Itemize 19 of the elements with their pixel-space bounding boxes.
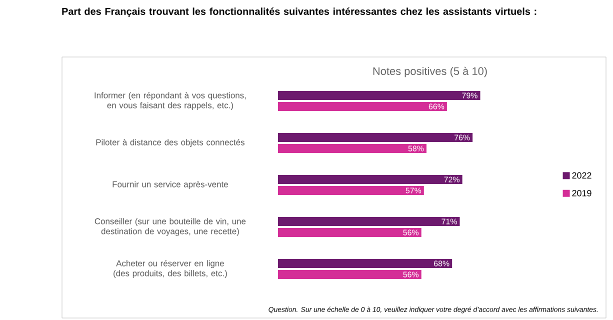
bar (278, 217, 460, 226)
bar (278, 102, 447, 112)
bar (278, 133, 473, 142)
bar (278, 186, 424, 196)
bar (278, 91, 480, 100)
y-tick-label: Fournir un service après-vente (112, 181, 228, 189)
y-tick-label: Conseiller (sur une bouteille de vin, une destination de voyages, une recette) (94, 218, 246, 236)
bar (278, 144, 426, 154)
y-tick-label: Informer (en répondant à vos questions, en vous faisant des rappels, etc.) (94, 92, 246, 110)
y-tick-label: Acheter ou réserver en ligne (des produits, des billets, etc.) (114, 260, 227, 278)
legend-label: 2022 (572, 172, 592, 179)
bar (278, 175, 462, 184)
bar (278, 228, 422, 238)
bar (278, 259, 452, 268)
chart-subtitle: Notes positives (5 à 10) (373, 66, 487, 78)
legend-label: 2019 (572, 190, 592, 196)
y-tick-label: Piloter à distance des objets connectés (96, 139, 244, 147)
bar (278, 270, 422, 280)
chart-title: Part des Français trouvant les fonctionnalités suivantes intéressantes chez les assistants virtuels : (62, 8, 536, 17)
